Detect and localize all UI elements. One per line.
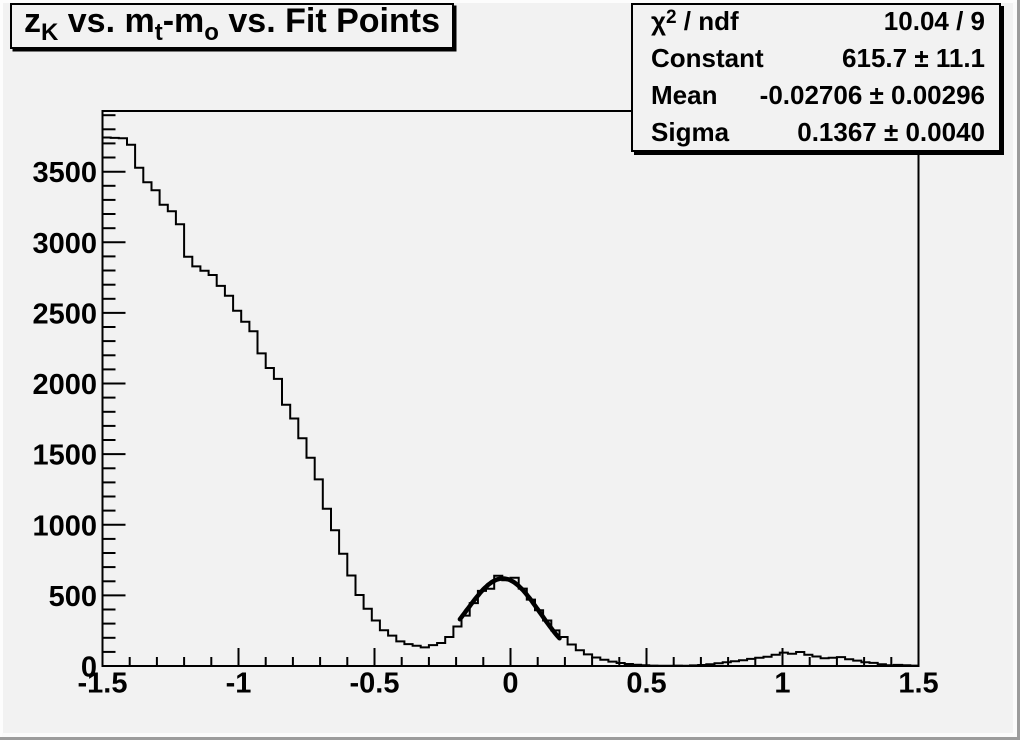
- svg-text:1500: 1500: [32, 440, 97, 472]
- svg-text:-1.5: -1.5: [78, 668, 128, 700]
- svg-text:1.5: 1.5: [898, 668, 938, 700]
- svg-text:0.5: 0.5: [626, 668, 666, 700]
- svg-text:1: 1: [774, 668, 790, 700]
- svg-text:-1: -1: [226, 668, 252, 700]
- svg-text:3500: 3500: [32, 157, 97, 189]
- svg-text:3000: 3000: [32, 228, 97, 260]
- svg-text:500: 500: [49, 581, 97, 613]
- svg-text:0: 0: [502, 668, 518, 700]
- svg-text:1000: 1000: [32, 510, 97, 542]
- svg-text:-0.5: -0.5: [350, 668, 400, 700]
- svg-text:2000: 2000: [32, 369, 97, 401]
- svg-text:2500: 2500: [32, 298, 97, 330]
- svg-text:0: 0: [81, 652, 97, 684]
